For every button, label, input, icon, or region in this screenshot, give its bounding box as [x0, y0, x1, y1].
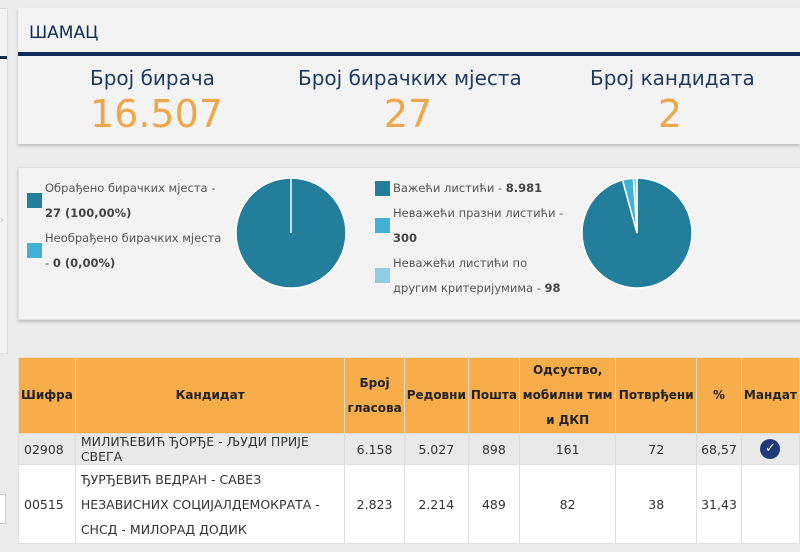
legend-value: 300	[393, 231, 418, 245]
stat-label: Број кандидата	[590, 66, 755, 90]
ballots-legend: Важећи листићи - 8.981 Неважећи празни л…	[375, 176, 565, 301]
legend-swatch	[375, 268, 390, 283]
candidates-results-table: Шифра Кандидат Број гласова Редовни Пошта…	[18, 357, 800, 544]
table-header-row: Шифра Кандидат Број гласова Редовни Пошта…	[18, 357, 800, 434]
cell-candidate: МИЛИЋЕВИЋ ЂОРЂЕ - ЉУДИ ПРИЈЕ СВЕГА	[74, 433, 346, 465]
stat-value: 16.507	[90, 92, 223, 136]
cell-regular: 5.027	[403, 433, 469, 465]
legend-item-processed: Обрађено бирачких мјеста - 27 (100,00%)	[27, 176, 227, 226]
charts-card: Обрађено бирачких мјеста - 27 (100,00%) …	[18, 167, 800, 320]
legend-item-valid: Важећи листићи - 8.981	[375, 176, 565, 201]
stat-label: Број бирача	[90, 66, 215, 90]
column-header-percent[interactable]: %	[696, 357, 742, 434]
legend-label: Обрађено бирачких мјеста -	[45, 181, 216, 195]
legend-swatch	[27, 193, 42, 208]
legend-value: 98	[544, 281, 561, 295]
legend-item-invalid-other: Неважећи листићи по другим критеријумима…	[375, 251, 565, 301]
header-text: и ДКП	[546, 413, 590, 427]
municipality-title: ШАМАЦ	[29, 23, 99, 43]
polling-stations-pie-chart	[235, 177, 347, 289]
column-header-code[interactable]: Шифра	[18, 357, 76, 434]
legend-swatch	[375, 218, 390, 233]
cell-mandate	[740, 464, 800, 544]
column-header-confirmed[interactable]: Потврђени	[615, 357, 698, 434]
left-side-panel	[0, 8, 8, 354]
legend-label: Неважећи празни листићи -	[393, 206, 564, 220]
stat-voters: Број бирача 16.507	[90, 66, 223, 136]
cell-absent: 161	[518, 433, 617, 465]
mandate-check-icon: ✓	[760, 439, 781, 459]
header-divider	[18, 52, 800, 56]
stat-value: 2	[657, 92, 683, 136]
legend-label: Важећи листићи -	[393, 181, 506, 195]
legend-item-unprocessed: Необрађено бирачких мјеста - 0 (0,00%)	[27, 226, 227, 276]
cell-mail: 898	[467, 433, 520, 465]
column-header-candidate[interactable]: Кандидат	[74, 357, 346, 434]
cell-votes: 2.823	[344, 464, 405, 544]
cell-confirmed: 38	[615, 464, 698, 544]
stat-value: 27	[383, 92, 433, 136]
left-input-field[interactable]	[0, 494, 6, 524]
header-text: гласова	[347, 400, 402, 415]
cell-code: 02908	[18, 433, 76, 465]
legend-label: Неважећи листићи по другим критеријумима…	[393, 256, 545, 295]
stat-polling-stations: Број бирачких мјеста 27	[298, 66, 522, 136]
legend-value: 0 (0,00%)	[52, 256, 116, 270]
table-row: 02908 МИЛИЋЕВИЋ ЂОРЂЕ - ЉУДИ ПРИЈЕ СВЕГА…	[18, 433, 800, 465]
cell-absent: 82	[518, 464, 617, 544]
legend-value: 8.981	[505, 181, 543, 195]
cell-percent: 68,57	[696, 433, 742, 465]
ballots-pie-chart	[581, 177, 693, 289]
cell-regular: 2.214	[403, 464, 469, 544]
header-text: Број	[359, 375, 390, 390]
cell-mail: 489	[467, 464, 520, 544]
left-panel-accent-bar	[0, 56, 7, 59]
legend-value: 27 (100,00%)	[45, 206, 132, 220]
column-header-absent[interactable]: Одсуство, мобилни тим и ДКП	[518, 357, 617, 434]
cell-votes: 6.158	[344, 433, 405, 465]
stat-candidates: Број кандидата 2	[590, 66, 755, 136]
legend-item-invalid-blank: Неважећи празни листићи - 300	[375, 201, 565, 251]
header-text: мобилни тим	[522, 388, 613, 402]
cell-candidate: ЂУРЂЕВИЋ ВЕДРАН - САВЕЗ НЕЗАВИСНИХ СОЦИЈ…	[74, 464, 346, 544]
column-header-mail[interactable]: Пошта	[467, 357, 520, 434]
column-header-regular[interactable]: Редовни	[403, 357, 469, 434]
column-header-mandate[interactable]: Мандат	[740, 357, 800, 434]
legend-swatch	[375, 181, 390, 196]
stat-label: Број бирачких мјеста	[298, 66, 522, 90]
cell-confirmed: 72	[615, 433, 698, 465]
column-header-votes[interactable]: Број гласова	[344, 357, 405, 434]
cell-code: 00515	[18, 464, 76, 544]
legend-label: Необрађено бирачких мјеста -	[45, 231, 222, 270]
pie-slice-3[interactable]	[632, 177, 638, 234]
header-text: Одсуство,	[532, 363, 603, 377]
polling-stations-legend: Обрађено бирачких мјеста - 27 (100,00%) …	[27, 176, 227, 276]
chevron-right-icon[interactable]: ›	[0, 215, 4, 226]
cell-mandate: ✓	[740, 433, 800, 465]
cell-percent: 31,43	[696, 464, 742, 544]
legend-swatch	[27, 243, 42, 258]
municipality-summary-card: ШАМАЦ Број бирача 16.507 Број бирачких м…	[18, 8, 800, 144]
table-row: 00515 ЂУРЂЕВИЋ ВЕДРАН - САВЕЗ НЕЗАВИСНИХ…	[18, 464, 800, 544]
